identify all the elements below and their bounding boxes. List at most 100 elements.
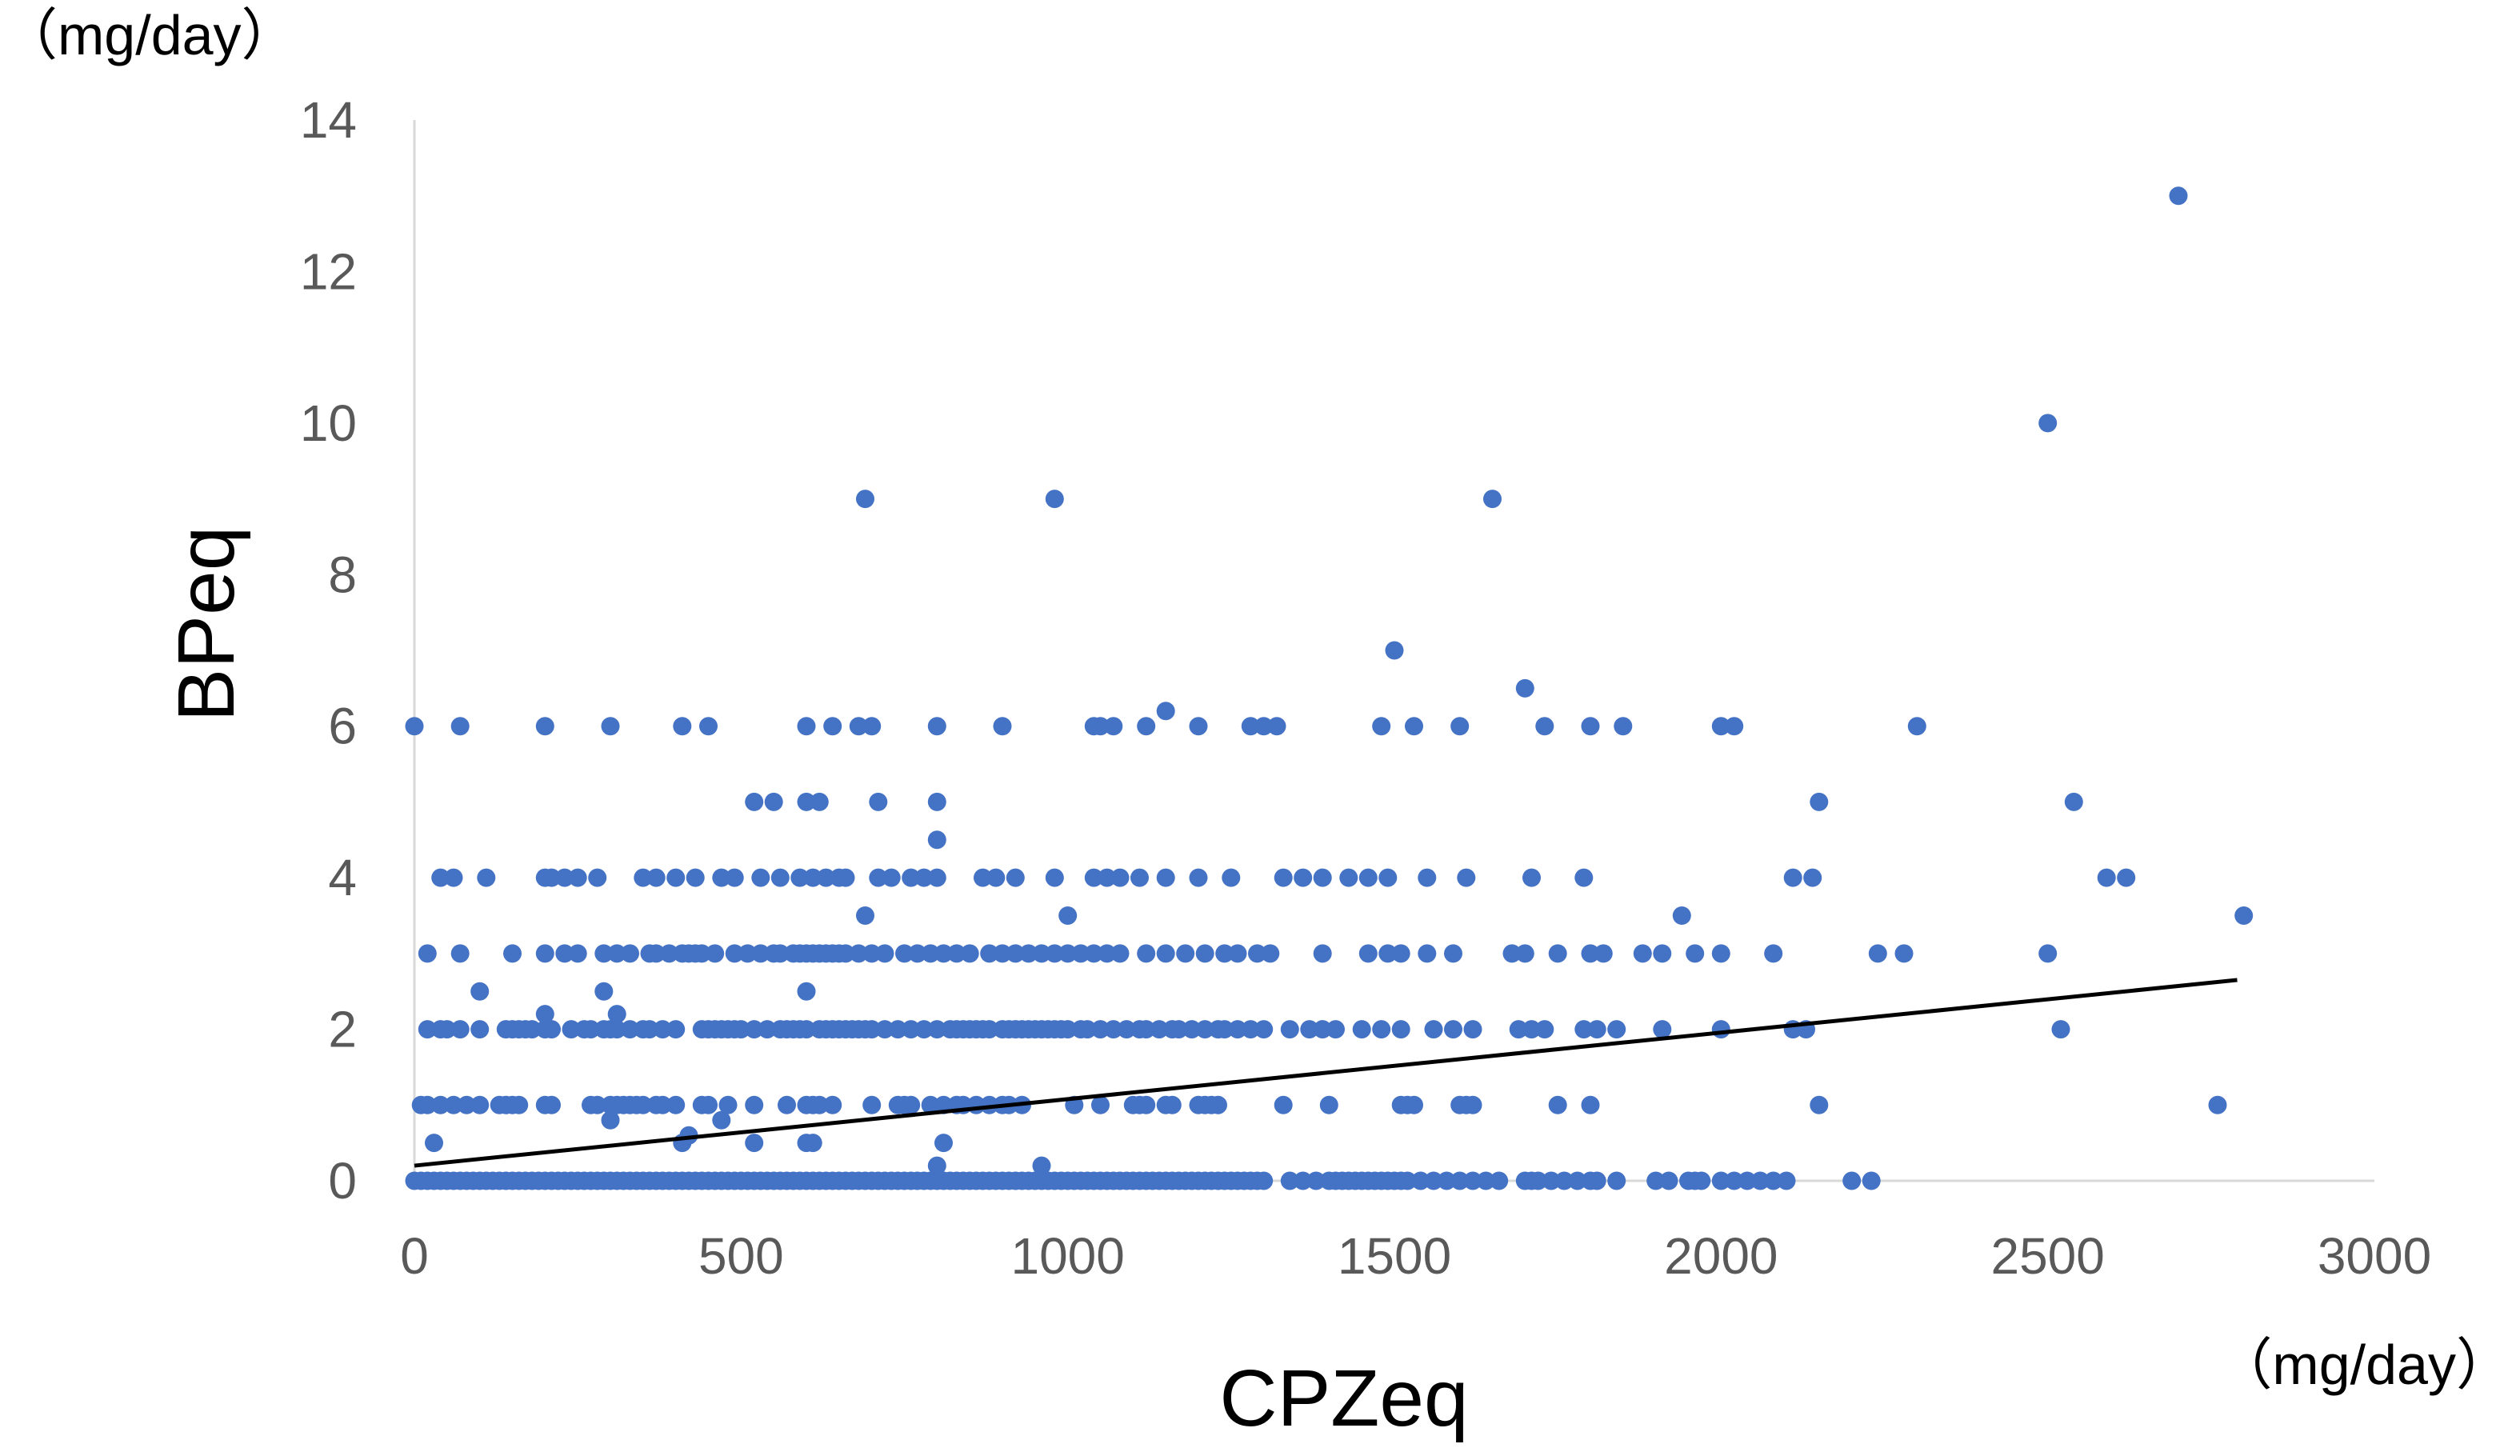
data-point [1463, 1171, 1482, 1190]
data-point [1711, 944, 1730, 963]
x-tick-label: 500 [698, 1227, 784, 1285]
data-point [450, 944, 470, 963]
data-point [568, 868, 587, 887]
data-point [542, 1095, 561, 1114]
points-group [405, 186, 2254, 1190]
data-point [2097, 868, 2116, 887]
data-point [745, 1095, 764, 1114]
data-point [1653, 1020, 1672, 1039]
data-point [1483, 490, 1502, 509]
data-point [607, 1020, 626, 1039]
data-point [1162, 1095, 1182, 1114]
data-point [1509, 1020, 1528, 1039]
labels-group: 0 500 1000 1500 2000 2500 3000 0 2 4 6 8 10 12 14 CPZeq… [2, 4, 2512, 1443]
data-point [862, 944, 882, 963]
data-point [1502, 944, 1522, 963]
data-point [914, 1020, 934, 1039]
data-point [1653, 944, 1672, 963]
data-point [797, 982, 816, 1001]
x-tick-label: 2000 [1664, 1227, 1778, 1285]
data-point [1548, 944, 1567, 963]
data-point [1228, 944, 1247, 963]
data-point [450, 1020, 470, 1039]
data-point [980, 1020, 999, 1039]
data-point [1463, 1020, 1482, 1039]
data-point [431, 868, 450, 887]
data-point [993, 717, 1012, 736]
data-point [1894, 944, 1914, 963]
data-point [718, 1095, 738, 1114]
data-point [1313, 1020, 1332, 1039]
data-point [1019, 944, 1038, 963]
data-point [646, 944, 666, 963]
data-point [457, 1095, 476, 1114]
data-point [1137, 944, 1156, 963]
data-point [927, 1020, 946, 1039]
data-point [1372, 1020, 1391, 1039]
data-point [1091, 1020, 1110, 1039]
x-tick-label: 1500 [1338, 1227, 1451, 1285]
data-point [1195, 944, 1214, 963]
data-point [947, 944, 966, 963]
data-point [1490, 1171, 1509, 1190]
data-point [1091, 717, 1110, 736]
data-point [1810, 792, 1829, 811]
data-point [888, 1020, 907, 1039]
data-point [1006, 944, 1025, 963]
data-point [1711, 1171, 1730, 1190]
data-point [862, 1095, 882, 1114]
data-point [673, 717, 692, 736]
data-point [1137, 1020, 1156, 1039]
data-point [1098, 868, 1117, 887]
data-point [1156, 944, 1175, 963]
data-point [1274, 868, 1293, 887]
data-point [790, 868, 810, 887]
data-point [1078, 1020, 1097, 1039]
data-point [1725, 1171, 1744, 1190]
x-tick-label: 0 [400, 1227, 429, 1285]
data-point [862, 717, 882, 736]
data-point [1195, 1020, 1214, 1039]
data-point [770, 944, 790, 963]
data-point [849, 717, 868, 736]
data-point [882, 868, 901, 887]
data-point [1058, 944, 1078, 963]
data-point [1326, 1020, 1345, 1039]
data-point [692, 944, 711, 963]
data-point [770, 868, 790, 887]
data-point [444, 868, 463, 887]
data-point [1209, 1095, 1227, 1114]
data-point [444, 1095, 463, 1114]
data-point [725, 944, 744, 963]
data-point [1294, 1171, 1313, 1190]
data-point [666, 1020, 686, 1039]
data-point [418, 944, 437, 963]
data-point [1548, 1095, 1567, 1114]
data-point [927, 792, 946, 811]
data-point [2234, 906, 2254, 925]
data-point [1581, 717, 1600, 736]
data-point [450, 717, 470, 736]
data-point [1267, 717, 1286, 736]
data-point [1659, 1171, 1678, 1190]
data-point [686, 868, 705, 887]
data-point [1803, 868, 1822, 887]
data-point [2051, 1020, 2070, 1039]
data-point [1738, 1171, 1757, 1190]
data-point [1045, 944, 1064, 963]
data-point [1104, 717, 1123, 736]
data-point [653, 1095, 672, 1114]
data-point [1711, 1020, 1730, 1039]
data-point [640, 1020, 659, 1039]
data-point [1137, 1095, 1156, 1114]
data-point [562, 1020, 581, 1039]
data-point [2208, 1095, 2227, 1114]
data-point [601, 1110, 620, 1130]
data-point [1091, 1095, 1110, 1114]
data-point [1241, 1020, 1260, 1039]
data-point [1280, 1020, 1299, 1039]
data-point [797, 1020, 816, 1039]
data-point [1574, 868, 1594, 887]
data-point [522, 1020, 542, 1039]
data-point [1248, 944, 1266, 963]
